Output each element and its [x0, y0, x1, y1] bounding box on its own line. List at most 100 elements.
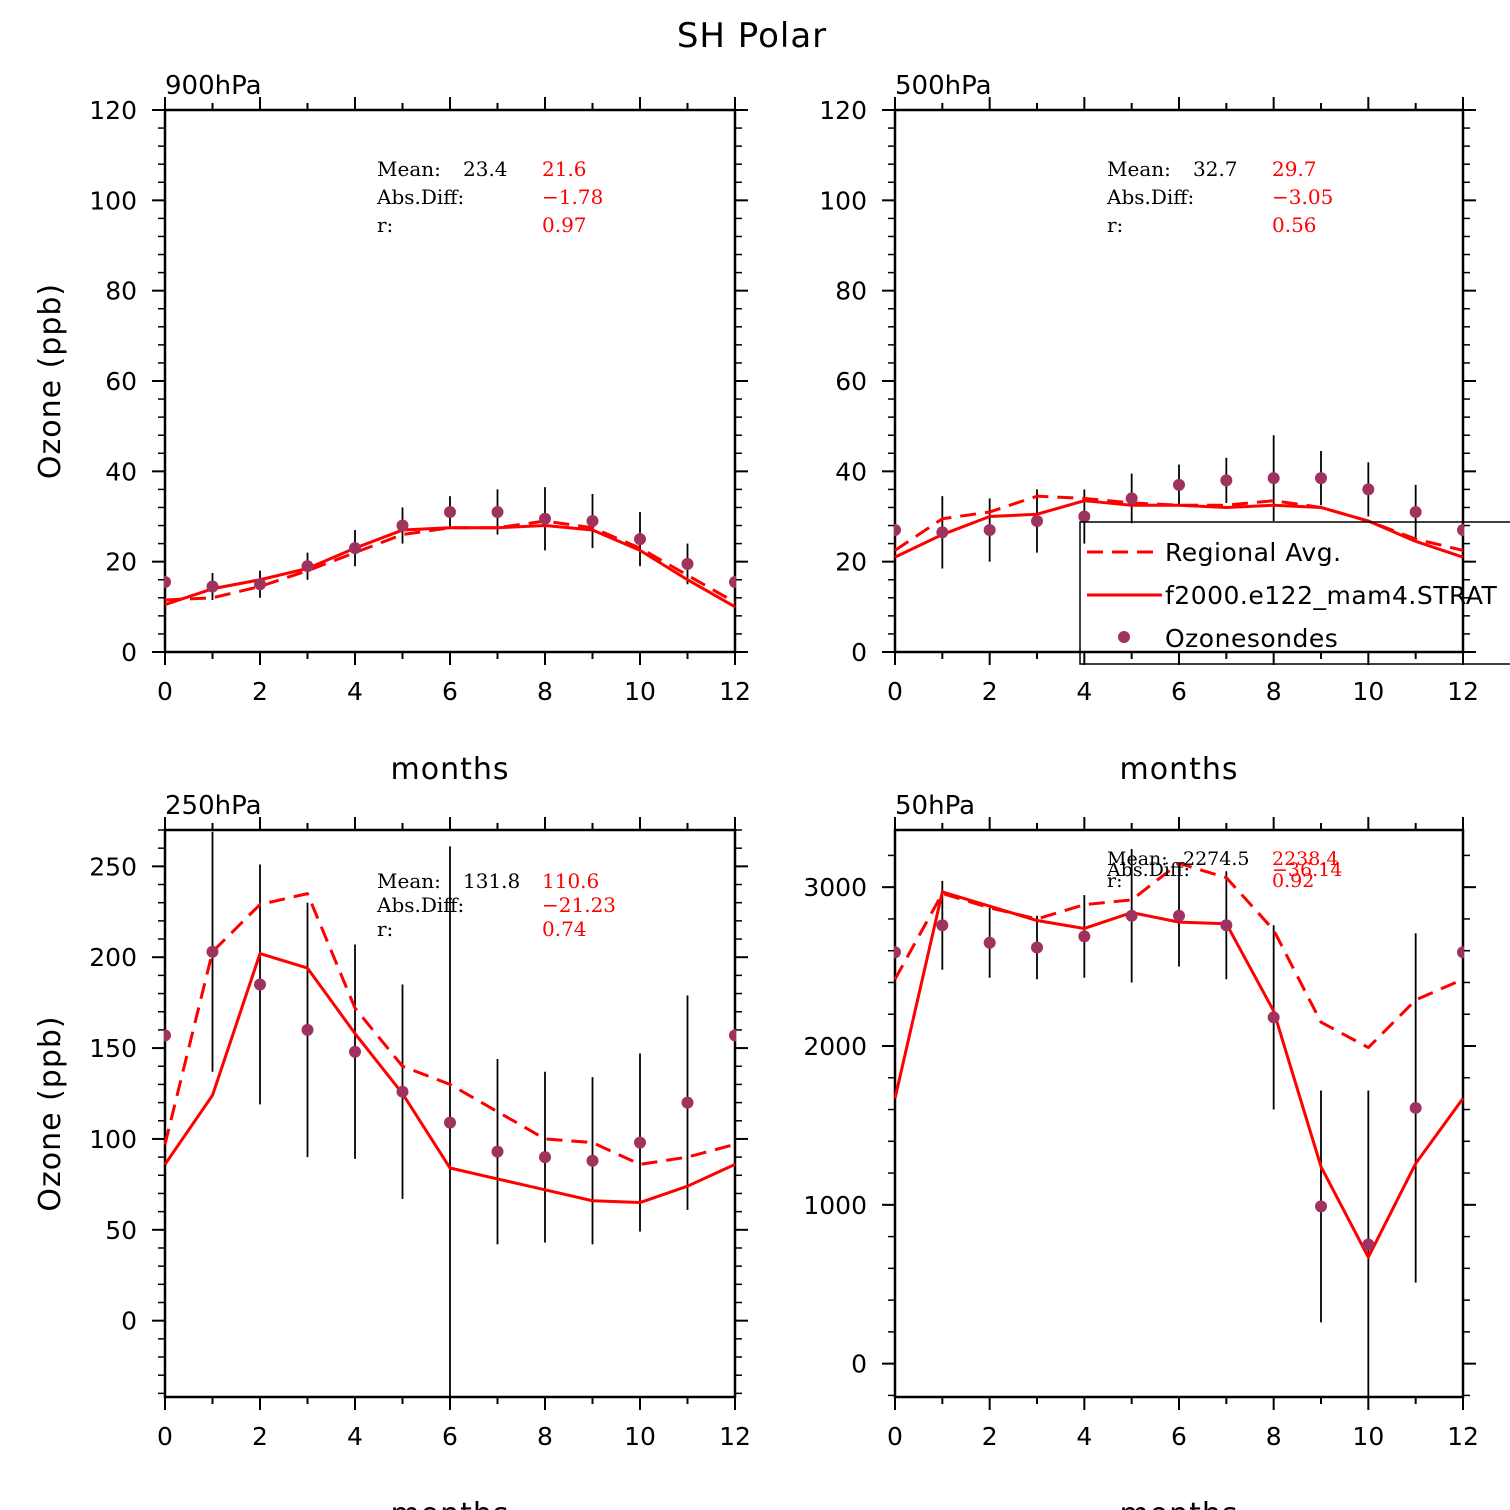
stats-absdiff-label: Abs.Diff: — [1106, 859, 1190, 881]
stats-r: 0.92 — [1272, 870, 1314, 892]
obs-point — [539, 512, 551, 525]
obs-point — [894, 946, 901, 959]
stats-mean-label: Mean: — [1107, 157, 1171, 181]
x-tick-label: 12 — [719, 677, 751, 706]
stats-r-label: r: — [1107, 213, 1123, 237]
stats-mean-obs: 131.8 — [463, 869, 520, 893]
x-tick-label: 2 — [982, 1422, 998, 1451]
panel-2: 250hPa 0 2 4 6 8 10 12 0 50 100 150 200 250 months Ozon… — [33, 791, 751, 1510]
y-tick-label: 0 — [121, 1307, 137, 1336]
stats-absdiff: −1.78 — [542, 185, 603, 209]
obs-point — [1031, 515, 1043, 528]
obs-point — [349, 542, 361, 555]
stats-absdiff-label: Abs.Diff: — [376, 185, 464, 209]
data-layer — [164, 487, 736, 609]
x-tick-label: 12 — [1447, 677, 1479, 706]
y-tick-label: 0 — [121, 638, 137, 667]
panel-title: 900hPa — [165, 71, 262, 101]
x-tick-label: 0 — [157, 677, 173, 706]
stats-mean-model: 110.6 — [542, 869, 599, 893]
obs-point — [396, 1085, 409, 1098]
x-tick-label: 6 — [1171, 677, 1187, 706]
obs-point — [301, 560, 314, 573]
x-tick-label: 8 — [1266, 677, 1282, 706]
obs-point — [1173, 478, 1185, 491]
x-axis-label: months — [391, 752, 510, 787]
y-axis-label: Ozone (ppb) — [33, 1015, 68, 1211]
obs-point — [254, 978, 266, 991]
x-tick-label: 4 — [347, 1422, 363, 1451]
data-layer — [894, 435, 1464, 569]
data-layer — [894, 849, 1464, 1398]
x-tick-label: 8 — [537, 677, 553, 706]
stats-mean-label: Mean: — [377, 157, 441, 181]
obs-point — [164, 1029, 171, 1042]
legend-label: Regional Avg. — [1165, 538, 1342, 567]
obs-point — [894, 524, 901, 537]
y-tick-label: 250 — [89, 852, 137, 881]
stats-r-label: r: — [377, 917, 393, 941]
obs-point — [729, 575, 736, 588]
y-tick-label: 100 — [89, 186, 137, 215]
obs-point — [1031, 941, 1043, 954]
obs-point — [491, 1145, 504, 1158]
stats-absdiff: −3.05 — [1272, 185, 1333, 209]
obs-point — [1315, 1200, 1327, 1213]
y-tick-label: 0 — [851, 1350, 867, 1379]
obs-point — [206, 945, 219, 958]
y-tick-label: 100 — [819, 186, 867, 215]
legend-label: Ozonesondes — [1165, 624, 1338, 653]
x-tick-label: 2 — [252, 677, 268, 706]
y-tick-label: 20 — [105, 548, 137, 577]
stats-mean-model: 29.7 — [1272, 157, 1317, 181]
obs-point — [164, 575, 171, 588]
obs-point — [301, 1023, 314, 1036]
regional-avg-line — [894, 861, 1464, 1050]
obs-point — [444, 1116, 456, 1129]
x-tick-label: 0 — [887, 677, 903, 706]
obs-point — [206, 580, 219, 593]
y-tick-label: 120 — [89, 96, 137, 125]
x-tick-label: 2 — [982, 677, 998, 706]
x-tick-label: 6 — [1171, 1422, 1187, 1451]
panel-title: 50hPa — [895, 791, 975, 821]
x-tick-label: 12 — [719, 1422, 751, 1451]
obs-point — [1409, 505, 1422, 518]
obs-point — [586, 515, 599, 528]
stats-r: 0.97 — [542, 213, 587, 237]
stats-mean-obs: 23.4 — [463, 157, 508, 181]
y-tick-label: 80 — [105, 277, 137, 306]
y-tick-label: 200 — [89, 943, 137, 972]
obs-point — [1078, 930, 1091, 943]
x-tick-label: 2 — [252, 1422, 268, 1451]
obs-point — [936, 919, 949, 932]
obs-point — [444, 505, 456, 518]
y-tick-label: 20 — [835, 548, 867, 577]
x-tick-label: 4 — [1076, 1422, 1092, 1451]
obs-point — [1078, 510, 1091, 523]
stats-mean-obs: 2274.5 — [1183, 848, 1249, 870]
obs-point — [1125, 909, 1138, 922]
obs-point — [729, 1029, 736, 1042]
stats-mean-label: Mean: — [1107, 848, 1168, 870]
y-tick-label: 150 — [89, 1034, 137, 1063]
legend: Regional Avg. f2000.e122_mam4.STRAT Ozones… — [1079, 521, 1510, 665]
legend-box — [1079, 521, 1510, 665]
x-tick-label: 6 — [442, 677, 458, 706]
x-tick-label: 10 — [624, 677, 656, 706]
obs-point — [936, 526, 949, 539]
x-tick-label: 4 — [347, 677, 363, 706]
obs-point — [1362, 483, 1375, 496]
x-tick-label: 10 — [1352, 1422, 1384, 1451]
legend-marker — [1118, 631, 1130, 643]
y-axis-label: Ozone (ppb) — [33, 283, 68, 479]
x-axis-label: months — [1120, 1497, 1239, 1510]
x-axis-label: months — [1120, 752, 1239, 787]
obs-point — [349, 1045, 361, 1058]
obs-point — [681, 557, 694, 570]
obs-point — [1362, 1238, 1375, 1251]
data-layer — [164, 831, 736, 1398]
panel-3: 50hPa 0 2 4 6 8 10 12 0 1000 2000 3000 months Mean: 22… — [803, 791, 1479, 1510]
